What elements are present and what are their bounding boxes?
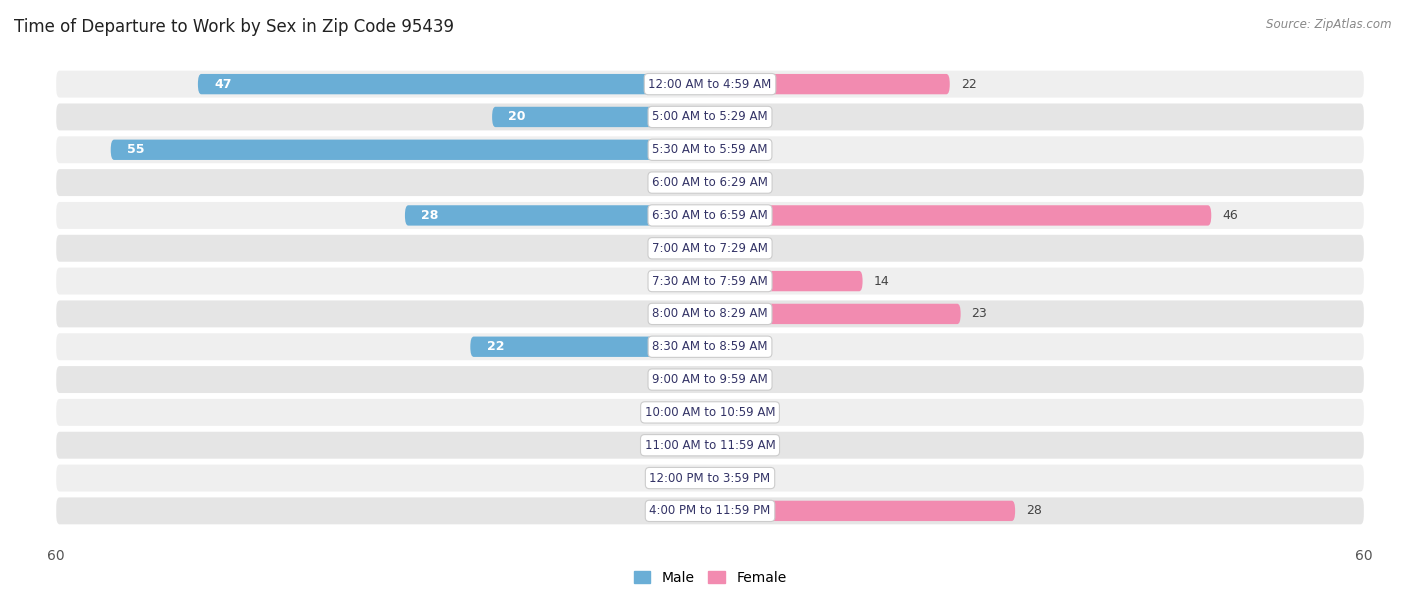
FancyBboxPatch shape	[678, 468, 710, 488]
FancyBboxPatch shape	[710, 271, 862, 292]
FancyBboxPatch shape	[678, 369, 710, 390]
FancyBboxPatch shape	[710, 205, 1212, 226]
FancyBboxPatch shape	[678, 238, 710, 258]
FancyBboxPatch shape	[710, 369, 742, 390]
Text: 6:00 AM to 6:29 AM: 6:00 AM to 6:29 AM	[652, 176, 768, 189]
Text: 0: 0	[661, 439, 669, 452]
Text: 28: 28	[422, 209, 439, 222]
FancyBboxPatch shape	[492, 107, 710, 127]
Text: 0: 0	[751, 373, 759, 386]
FancyBboxPatch shape	[56, 432, 1364, 459]
FancyBboxPatch shape	[56, 202, 1364, 229]
FancyBboxPatch shape	[710, 74, 950, 94]
Text: 11:00 AM to 11:59 AM: 11:00 AM to 11:59 AM	[645, 439, 775, 452]
FancyBboxPatch shape	[710, 501, 1015, 521]
Text: 0: 0	[751, 406, 759, 419]
Text: 0: 0	[751, 176, 759, 189]
Text: 46: 46	[1222, 209, 1237, 222]
Text: 12:00 PM to 3:59 PM: 12:00 PM to 3:59 PM	[650, 472, 770, 484]
Text: 6:30 AM to 6:59 AM: 6:30 AM to 6:59 AM	[652, 209, 768, 222]
FancyBboxPatch shape	[405, 205, 710, 226]
Text: 20: 20	[509, 111, 526, 123]
Text: 22: 22	[486, 340, 505, 353]
FancyBboxPatch shape	[710, 303, 960, 324]
Legend: Male, Female: Male, Female	[628, 565, 792, 590]
Text: 0: 0	[661, 373, 669, 386]
Text: 0: 0	[751, 242, 759, 255]
Text: 0: 0	[751, 340, 759, 353]
Text: 0: 0	[661, 406, 669, 419]
Text: 23: 23	[972, 308, 987, 321]
Text: 10:00 AM to 10:59 AM: 10:00 AM to 10:59 AM	[645, 406, 775, 419]
FancyBboxPatch shape	[710, 140, 742, 160]
Text: 0: 0	[661, 176, 669, 189]
Text: 55: 55	[127, 143, 145, 156]
FancyBboxPatch shape	[710, 337, 742, 357]
FancyBboxPatch shape	[56, 268, 1364, 295]
Text: Source: ZipAtlas.com: Source: ZipAtlas.com	[1267, 18, 1392, 31]
Text: 0: 0	[661, 242, 669, 255]
Text: 0: 0	[661, 308, 669, 321]
FancyBboxPatch shape	[678, 303, 710, 324]
FancyBboxPatch shape	[56, 333, 1364, 360]
FancyBboxPatch shape	[710, 238, 742, 258]
FancyBboxPatch shape	[710, 468, 742, 488]
FancyBboxPatch shape	[678, 271, 710, 292]
Text: 4:00 PM to 11:59 PM: 4:00 PM to 11:59 PM	[650, 505, 770, 518]
FancyBboxPatch shape	[710, 173, 742, 193]
Text: 0: 0	[751, 439, 759, 452]
FancyBboxPatch shape	[710, 402, 742, 422]
FancyBboxPatch shape	[111, 140, 710, 160]
FancyBboxPatch shape	[678, 402, 710, 422]
Text: 28: 28	[1026, 505, 1042, 518]
Text: 0: 0	[661, 472, 669, 484]
Text: 7:00 AM to 7:29 AM: 7:00 AM to 7:29 AM	[652, 242, 768, 255]
FancyBboxPatch shape	[678, 173, 710, 193]
Text: 7:30 AM to 7:59 AM: 7:30 AM to 7:59 AM	[652, 274, 768, 287]
FancyBboxPatch shape	[56, 169, 1364, 196]
FancyBboxPatch shape	[56, 104, 1364, 130]
Text: 14: 14	[873, 274, 889, 287]
FancyBboxPatch shape	[710, 107, 742, 127]
FancyBboxPatch shape	[678, 435, 710, 455]
FancyBboxPatch shape	[470, 337, 710, 357]
Text: 9:00 AM to 9:59 AM: 9:00 AM to 9:59 AM	[652, 373, 768, 386]
Text: 8:30 AM to 8:59 AM: 8:30 AM to 8:59 AM	[652, 340, 768, 353]
Text: 22: 22	[960, 77, 976, 90]
Text: 47: 47	[214, 77, 232, 90]
Text: 8:00 AM to 8:29 AM: 8:00 AM to 8:29 AM	[652, 308, 768, 321]
FancyBboxPatch shape	[56, 71, 1364, 98]
FancyBboxPatch shape	[710, 435, 742, 455]
FancyBboxPatch shape	[56, 366, 1364, 393]
FancyBboxPatch shape	[198, 74, 710, 94]
Text: Time of Departure to Work by Sex in Zip Code 95439: Time of Departure to Work by Sex in Zip …	[14, 18, 454, 36]
FancyBboxPatch shape	[56, 497, 1364, 524]
Text: 0: 0	[751, 472, 759, 484]
Text: 12:00 AM to 4:59 AM: 12:00 AM to 4:59 AM	[648, 77, 772, 90]
Text: 5:00 AM to 5:29 AM: 5:00 AM to 5:29 AM	[652, 111, 768, 123]
Text: 0: 0	[751, 111, 759, 123]
Text: 0: 0	[661, 274, 669, 287]
Text: 5:30 AM to 5:59 AM: 5:30 AM to 5:59 AM	[652, 143, 768, 156]
FancyBboxPatch shape	[56, 399, 1364, 426]
FancyBboxPatch shape	[56, 136, 1364, 163]
FancyBboxPatch shape	[56, 235, 1364, 262]
FancyBboxPatch shape	[678, 501, 710, 521]
FancyBboxPatch shape	[56, 300, 1364, 327]
Text: 0: 0	[751, 143, 759, 156]
FancyBboxPatch shape	[56, 465, 1364, 491]
Text: 0: 0	[661, 505, 669, 518]
